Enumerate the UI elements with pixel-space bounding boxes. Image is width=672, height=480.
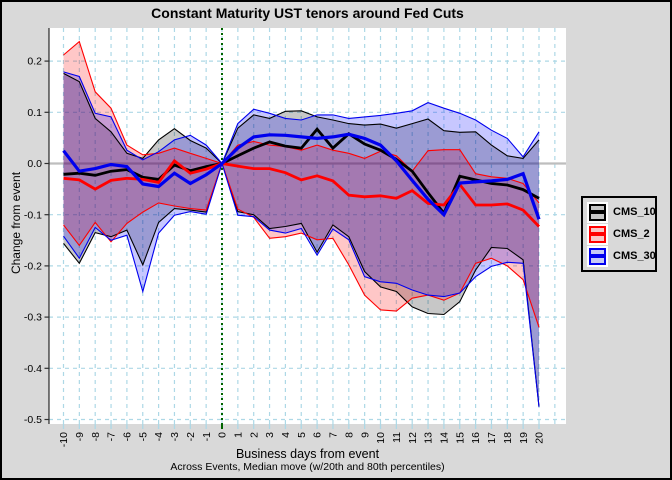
band-CMS_30: [63, 71, 539, 407]
gridlines: [49, 28, 566, 424]
legend-entry-CMS_10: CMS_10: [587, 201, 656, 223]
x-tick-label: 9: [359, 432, 371, 438]
x-tick-label: 13: [423, 432, 435, 444]
x-tick-label: -4: [153, 432, 165, 441]
x-tick-label: -5: [137, 432, 149, 441]
chart-title: Constant Maturity UST tenors around Fed …: [151, 5, 464, 21]
x-tick-label: 16: [470, 432, 482, 444]
median-lines: [62, 127, 541, 228]
edge-p80-CMS_2: [63, 40, 540, 204]
x-tick-label: 18: [502, 432, 514, 444]
x-tick-label: 19: [518, 432, 530, 444]
edge-p80-CMS_10: [63, 72, 540, 165]
x-axis-ticks: -10 -9 -8 -7 -6 -5 -4 -3 -2 -1 0 1 2 3 4 5 6 7 8 9 10 11 12 13 1…: [58, 424, 546, 447]
y-tick-label: 0.1: [27, 107, 42, 119]
legend-key-icon: [587, 201, 608, 223]
y-tick-label: -0.2: [24, 261, 42, 273]
x-tick-label: -1: [201, 432, 213, 441]
band-CMS_10: [63, 73, 539, 407]
legend-entry-CMS_2: CMS_2: [587, 223, 655, 245]
x-tick-label: -2: [185, 432, 197, 441]
x-tick-label: 7: [328, 432, 340, 438]
x-tick-label: 14: [439, 432, 451, 444]
legend-key-icon: [587, 223, 608, 245]
y-tick-label: 0.2: [27, 56, 42, 68]
x-tick-label: 12: [407, 432, 419, 444]
legend-label: CMS_10: [613, 206, 656, 218]
percentile-bands: [63, 41, 539, 407]
y-tick-label: -0.1: [24, 209, 42, 221]
x-tick-label: -8: [90, 432, 102, 441]
x-tick-label: 2: [248, 432, 260, 438]
x-tick-label: 0: [217, 432, 229, 438]
median-CMS_10: [63, 127, 540, 216]
plot-area: [49, 28, 566, 424]
x-axis-note: Across Events, Median move (w/20th and 8…: [170, 461, 445, 473]
y-axis-label: Change from event: [9, 171, 23, 275]
x-tick-label: -10: [58, 432, 70, 447]
legend-label: CMS_2: [613, 228, 650, 240]
x-tick-label: -3: [169, 432, 181, 441]
x-tick-label: 15: [454, 432, 466, 444]
x-tick-label: 17: [486, 432, 498, 444]
x-tick-label: 20: [534, 432, 546, 444]
x-tick-label: 3: [264, 432, 276, 438]
legend-key-icon: [587, 245, 608, 267]
x-tick-label: 4: [280, 432, 292, 438]
x-tick-label: 5: [296, 432, 308, 438]
legend: CMS_10 CMS_2 CMS_30: [581, 196, 657, 272]
x-tick-label: 11: [391, 432, 403, 443]
x-tick-label: -9: [74, 432, 86, 441]
legend-entry-CMS_30: CMS_30: [587, 245, 656, 267]
x-tick-label: 6: [312, 432, 324, 438]
edge-p20-CMS_30: [63, 161, 540, 407]
edge-p80-CMS_30: [63, 71, 540, 165]
x-tick-label: 10: [375, 432, 387, 444]
x-tick-label: -6: [122, 432, 134, 441]
band-CMS_2: [63, 41, 539, 328]
percentile-edges: [63, 40, 540, 407]
median-CMS_30: [62, 132, 541, 220]
edge-p20-CMS_10: [63, 161, 540, 407]
x-axis-label: Business days from event: [235, 447, 380, 461]
y-tick-label: -0.3: [24, 312, 42, 324]
y-tick-label: -0.4: [24, 363, 42, 375]
y-tick-label: 0.0: [27, 158, 42, 170]
legend-label: CMS_30: [613, 250, 656, 262]
x-tick-label: 8: [343, 432, 355, 438]
x-tick-label: 1: [232, 432, 244, 438]
y-tick-label: -0.5: [24, 414, 42, 426]
x-tick-label: -7: [106, 432, 118, 441]
y-axis-ticks: 0.2 0.1 0.0 -0.1 -0.2 -0.3 -0.4 -0.5: [24, 56, 49, 426]
